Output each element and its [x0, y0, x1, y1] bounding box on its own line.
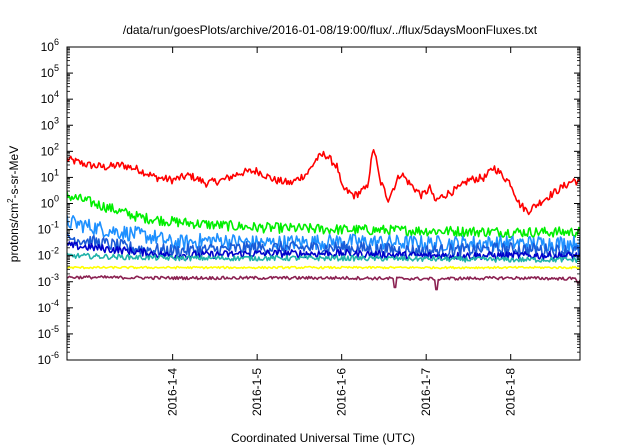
chart-title: /data/run/goesPlots/archive/2016-01-08/1…: [123, 23, 538, 37]
series-line-2: [67, 191, 580, 239]
plot-frame: [66, 46, 581, 361]
y-tick-label: 10-4: [38, 298, 59, 315]
y-tick-label: 10-3: [38, 272, 59, 289]
y-tick-label: 106: [41, 37, 59, 54]
series-layer: [67, 149, 580, 291]
y-tick-label: 100: [41, 194, 59, 211]
x-axis-label: Coordinated Universal Time (UTC): [231, 431, 415, 445]
x-tick-label: 2016-1-8: [504, 368, 518, 416]
x-axis: 2016-1-4 2016-1-5 2016-1-6 2016-1-7 2016-1-8: [166, 47, 518, 416]
x-tick-label: 2016-1-7: [419, 368, 433, 416]
series-line-7: [67, 265, 580, 270]
y-tick-label: 101: [41, 167, 59, 184]
y-tick-label: 104: [41, 89, 59, 106]
y-tick-label: 10-5: [38, 324, 59, 341]
y-axis-label: protons/cm2-s-sr-MeV: [6, 146, 21, 262]
series-line-8: [67, 275, 580, 291]
x-tick-label: 2016-1-6: [335, 368, 349, 416]
y-tick-label: 103: [41, 115, 59, 132]
series-line-1: [67, 149, 580, 216]
x-tick-label: 2016-1-5: [250, 368, 264, 416]
y-tick-label: 10-6: [38, 350, 59, 367]
y-tick-label: 10-1: [38, 220, 59, 237]
y-tick-label: 105: [41, 63, 59, 80]
series-line-5: [67, 241, 580, 261]
y-tick-label: 102: [41, 141, 59, 158]
y-tick-label: 10-2: [38, 246, 59, 263]
x-tick-label: 2016-1-4: [166, 368, 180, 416]
series-line-6: [67, 252, 580, 263]
y-axis: 10-6 10-5 10-4 10-3 10-2 10-1 100 101 102 103 104 1…: [38, 37, 580, 367]
